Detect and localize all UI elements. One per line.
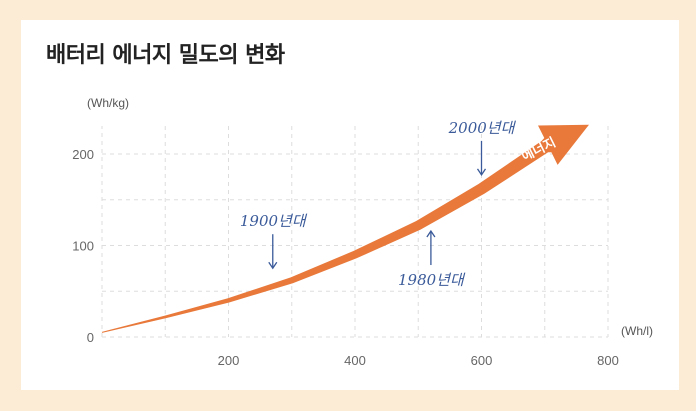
annotations: 1900년대 1980년대 2000년대 <box>240 119 517 289</box>
series-label: 에너지 <box>519 134 558 164</box>
chart-title: 배터리 에너지 밀도의 변화 <box>46 43 285 68</box>
x-tick-label: 200 <box>218 353 240 368</box>
annotation-label: 2000년대 <box>448 119 517 137</box>
x-tick-label: 800 <box>597 353 619 368</box>
annotation-label: 1900년대 <box>240 212 308 230</box>
annotation-pointer-head <box>268 261 278 270</box>
axes: 0 100 200 200 400 600 800 (Wh/kg) (Wh/l) <box>72 96 653 368</box>
x-tick-label: 400 <box>344 353 366 368</box>
chart-card <box>21 20 679 390</box>
y-axis-label: (Wh/kg) <box>87 96 129 110</box>
y-tick-label: 0 <box>87 330 94 345</box>
y-tick-label: 100 <box>72 239 94 254</box>
annotation-pointer-head <box>426 229 436 238</box>
series: 에너지 <box>101 124 590 333</box>
x-axis-label: (Wh/l) <box>621 324 653 338</box>
annotation-pointer-head <box>476 168 487 177</box>
y-tick-label: 200 <box>72 147 94 162</box>
x-tick-label: 600 <box>471 353 493 368</box>
series-arrow <box>101 124 590 333</box>
annotation-label: 1980년대 <box>398 271 466 289</box>
grid <box>101 126 609 338</box>
